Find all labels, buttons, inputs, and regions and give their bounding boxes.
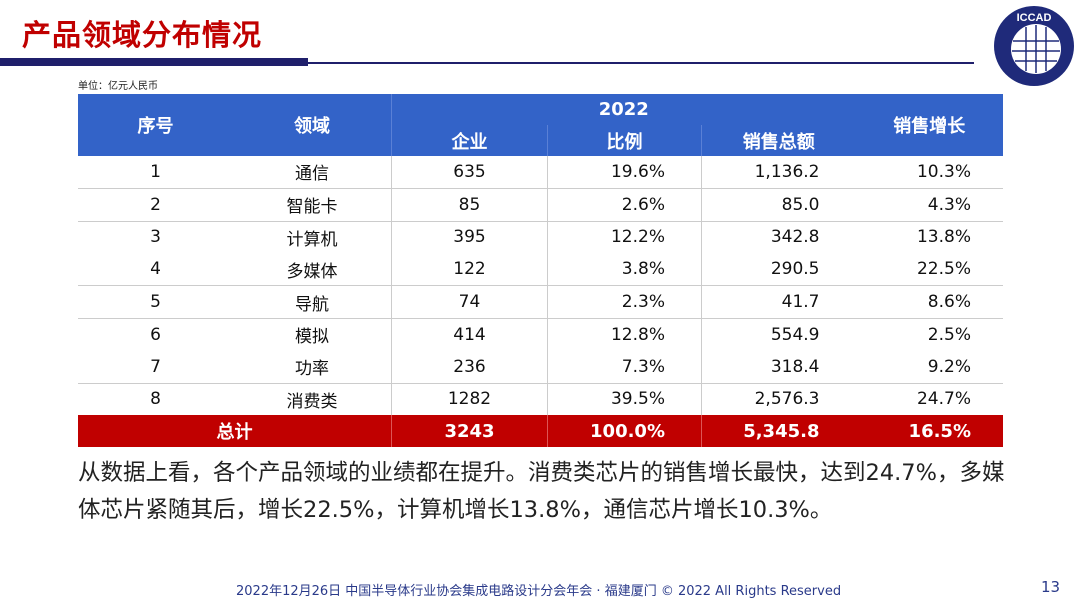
header-field: 领域 (233, 94, 392, 156)
cell-companies: 122 (391, 253, 548, 287)
cell-sales: 2,576.3 (701, 383, 856, 416)
cell-growth: 8.6% (855, 285, 1003, 319)
cell-growth: 10.3% (855, 156, 1003, 189)
table-row: 3 计算机 395 12.2% 342.8 13.8% (78, 221, 1003, 254)
logo-text: ICCAD (1017, 12, 1052, 24)
page-number: 13 (1041, 578, 1061, 596)
total-companies: 3243 (391, 415, 548, 448)
header-ratio: 比例 (547, 125, 702, 156)
cell-companies: 85 (391, 188, 548, 222)
footer-text: 2022年12月26日 中国半导体行业协会集成电路设计分会年会 · 福建厦门 ©… (236, 584, 842, 599)
total-row: 总计 3243 100.0% 5,345.8 16.5% (78, 415, 1003, 448)
header-year: 2022 (391, 94, 856, 125)
cell-ratio: 12.8% (547, 318, 702, 351)
cell-ratio: 19.6% (547, 156, 702, 189)
cell-companies: 74 (391, 285, 548, 319)
cell-field: 通信 (233, 156, 392, 189)
cell-field: 模拟 (295, 327, 329, 348)
table-row: 7 功率 236 7.3% 318.4 9.2% (78, 350, 1003, 384)
cell-field: 导航 (233, 285, 392, 319)
table-row: 8 消费类 1282 39.5% 2,576.3 24.7% (78, 383, 1003, 416)
total-growth: 16.5% (855, 415, 1003, 448)
cell-ratio: 2.3% (547, 285, 702, 319)
total-ratio: 100.0% (547, 415, 702, 448)
cell-index: 5 (78, 285, 233, 319)
total-label: 总计 (78, 415, 392, 448)
cell-growth: 22.5% (855, 253, 1003, 287)
header-sales: 销售总额 (701, 125, 856, 156)
cell-index: 6 (150, 324, 161, 345)
cell-index: 4 (78, 253, 233, 287)
cell-companies: 1282 (391, 383, 548, 416)
cell-field: 智能卡 (233, 188, 392, 222)
unit-label: 单位：亿元人民币 (78, 81, 158, 92)
cell-index: 7 (78, 350, 233, 384)
cell-ratio: 7.3% (547, 350, 702, 384)
slide-title: 产品领域分布情况 (22, 18, 263, 52)
cell-growth: 2.5% (927, 324, 971, 345)
cell-index: 8 (150, 389, 161, 410)
table-row: 4 多媒体 122 3.8% 290.5 22.5% (78, 253, 1003, 287)
iccad-logo: ICCAD (994, 6, 1074, 86)
table-row: 6 模拟 414 12.8% 554.9 2.5% (78, 318, 1003, 351)
cell-sales: 85.0 (701, 188, 856, 222)
cell-index: 1 (78, 156, 233, 189)
cell-companies: 414 (391, 318, 548, 351)
total-sales: 5,345.8 (701, 415, 856, 448)
summary-paragraph: 从数据上看，各个产品领域的业绩都在提升。消费类芯片的销售增长最快，达到24.7%… (78, 460, 1005, 523)
cell-sales: 1,136.2 (701, 156, 856, 189)
table-row: 2 智能卡 85 2.6% 85.0 4.3% (78, 188, 1003, 222)
table-row: 1 通信 635 19.6% 1,136.2 10.3% (78, 156, 1003, 189)
cell-companies: 395 (391, 221, 548, 254)
cell-sales: 41.7 (701, 285, 856, 319)
cell-ratio: 2.6% (547, 188, 702, 222)
cell-field: 多媒体 (233, 253, 392, 287)
cell-ratio: 12.2% (547, 221, 702, 254)
cell-sales: 318.4 (701, 350, 856, 384)
cell-index: 2 (78, 188, 233, 222)
cell-companies: 635 (391, 156, 548, 189)
table-row: 5 导航 74 2.3% 41.7 8.6% (78, 285, 1003, 319)
title-underline-thin (308, 62, 974, 64)
cell-field: 消费类 (286, 391, 338, 412)
cell-ratio: 3.8% (547, 253, 702, 287)
cell-field: 计算机 (286, 229, 338, 250)
cell-companies: 236 (391, 350, 548, 384)
cell-growth: 13.8% (916, 227, 971, 248)
product-field-table: 序号 领域 2022 销售增长 企业 比例 销售总额 1 通信 635 19.6% 1,… (78, 94, 1003, 448)
cell-growth: 24.7% (916, 389, 971, 410)
title-underline-thick (0, 58, 308, 66)
cell-ratio: 39.5% (547, 383, 702, 416)
cell-index: 3 (150, 227, 161, 248)
cell-sales: 290.5 (701, 253, 856, 287)
header-growth: 销售增长 (855, 94, 1003, 156)
cell-sales: 342.8 (701, 221, 856, 254)
cell-growth: 4.3% (855, 188, 1003, 222)
cell-sales: 554.9 (701, 318, 856, 351)
header-companies: 企业 (391, 125, 548, 156)
cell-field: 功率 (233, 350, 392, 384)
header-index: 序号 (78, 94, 233, 156)
cell-growth: 9.2% (855, 350, 1003, 384)
